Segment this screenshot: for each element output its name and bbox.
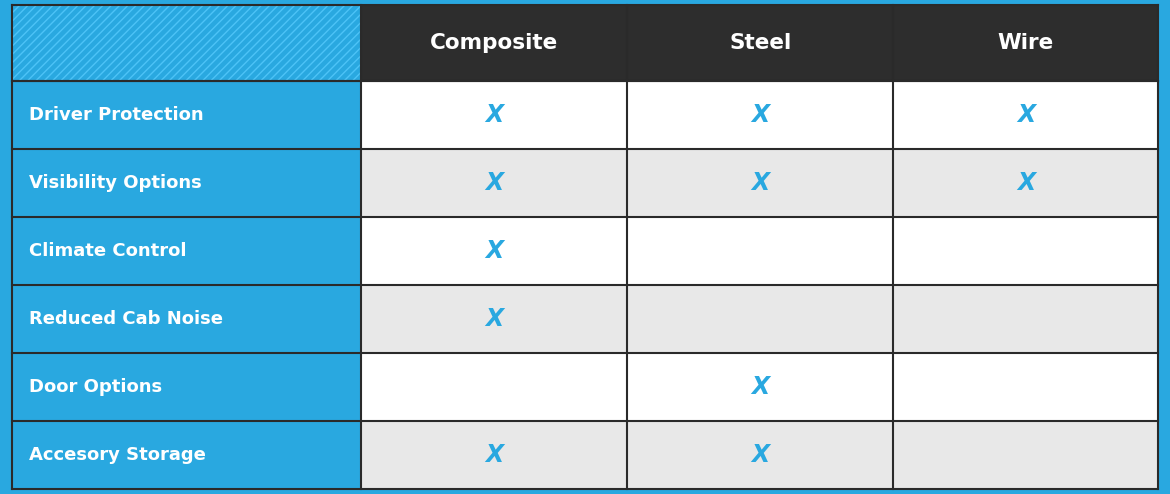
Text: X: X: [751, 443, 770, 467]
Bar: [362, 149, 627, 217]
Text: X: X: [486, 443, 503, 467]
Bar: [894, 5, 1158, 82]
Bar: [894, 217, 1158, 285]
Bar: [627, 353, 894, 421]
Text: Steel: Steel: [729, 33, 792, 53]
Text: Door Options: Door Options: [29, 378, 163, 396]
Bar: [627, 149, 894, 217]
Bar: [627, 285, 894, 353]
Text: X: X: [486, 307, 503, 331]
Text: X: X: [1017, 171, 1035, 195]
Bar: [894, 149, 1158, 217]
Text: Composite: Composite: [431, 33, 558, 53]
Bar: [362, 5, 627, 82]
Bar: [12, 5, 362, 82]
Text: X: X: [751, 375, 770, 399]
Bar: [362, 217, 627, 285]
Bar: [894, 353, 1158, 421]
Bar: [12, 421, 362, 489]
Text: X: X: [486, 171, 503, 195]
Text: X: X: [486, 103, 503, 127]
Bar: [627, 82, 894, 149]
Bar: [12, 217, 362, 285]
Text: Climate Control: Climate Control: [29, 242, 187, 260]
Bar: [12, 285, 362, 353]
Text: X: X: [1017, 103, 1035, 127]
Text: X: X: [486, 239, 503, 263]
Bar: [627, 421, 894, 489]
Bar: [362, 421, 627, 489]
Bar: [894, 82, 1158, 149]
Bar: [12, 149, 362, 217]
Text: X: X: [751, 103, 770, 127]
Bar: [12, 5, 362, 82]
Bar: [362, 285, 627, 353]
Text: Wire: Wire: [998, 33, 1054, 53]
Bar: [894, 421, 1158, 489]
Bar: [627, 217, 894, 285]
Text: Visibility Options: Visibility Options: [29, 174, 202, 192]
Bar: [12, 353, 362, 421]
Bar: [12, 82, 362, 149]
Text: Driver Protection: Driver Protection: [29, 106, 204, 124]
Bar: [362, 353, 627, 421]
Text: Reduced Cab Noise: Reduced Cab Noise: [29, 310, 223, 328]
Bar: [627, 5, 894, 82]
Text: X: X: [751, 171, 770, 195]
Text: Accesory Storage: Accesory Storage: [29, 446, 206, 464]
Bar: [894, 285, 1158, 353]
Bar: [362, 82, 627, 149]
